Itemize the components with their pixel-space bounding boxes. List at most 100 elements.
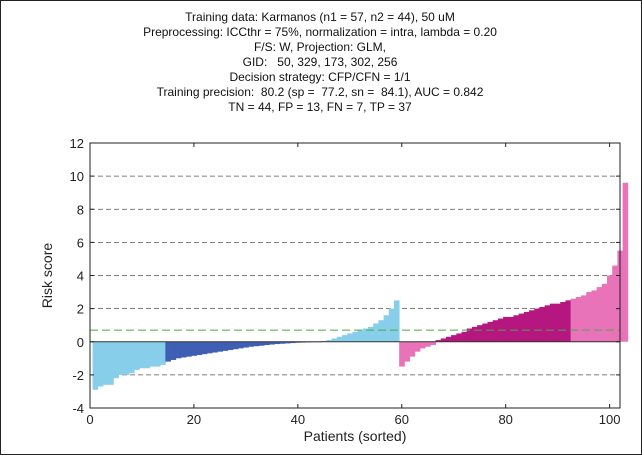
bar xyxy=(586,292,592,342)
x-tick-label: 40 xyxy=(291,412,305,427)
axis-ticks: -4 -2 0 2 4 6 8 10 12 0 20 40 60 80 100 xyxy=(70,136,621,427)
bar xyxy=(92,341,99,390)
bar xyxy=(149,341,156,367)
bar xyxy=(461,331,468,342)
bar xyxy=(560,302,566,342)
bar xyxy=(253,341,260,347)
y-tick-label: -4 xyxy=(72,401,84,416)
bar xyxy=(279,341,286,344)
bar xyxy=(409,341,416,357)
bar xyxy=(165,341,171,362)
chart-title-block: Training data: Karmanos (n1 = 57, n2 = 4… xyxy=(0,10,640,115)
bar xyxy=(482,323,488,342)
bar xyxy=(466,328,473,342)
bar xyxy=(591,290,598,342)
bar xyxy=(362,328,369,342)
grid-lines xyxy=(90,175,620,376)
reference-lines xyxy=(90,329,620,343)
bar xyxy=(445,336,452,342)
bar xyxy=(508,316,514,342)
bar xyxy=(139,341,145,369)
y-tick-label: 4 xyxy=(77,269,84,284)
x-axis-label: Patients (sorted) xyxy=(304,428,407,444)
bar xyxy=(232,341,239,350)
bar xyxy=(456,333,462,342)
bar xyxy=(419,341,426,349)
bar xyxy=(399,341,405,367)
bar xyxy=(113,341,119,379)
y-tick-label: 2 xyxy=(77,302,84,317)
bar xyxy=(269,341,275,345)
bar xyxy=(477,325,483,342)
bar xyxy=(581,295,587,342)
bar xyxy=(134,341,140,370)
y-tick-label: 6 xyxy=(77,235,84,250)
bar xyxy=(238,341,244,349)
bar xyxy=(378,320,384,342)
bar xyxy=(357,330,364,342)
bar xyxy=(102,341,109,385)
bar xyxy=(487,321,494,342)
bar xyxy=(170,341,177,360)
bar xyxy=(555,303,561,342)
bar xyxy=(290,341,296,344)
bar xyxy=(367,326,374,342)
y-tick-label: 8 xyxy=(77,202,84,217)
bar xyxy=(175,341,182,359)
bar xyxy=(352,331,358,342)
bar xyxy=(549,303,556,342)
bar xyxy=(222,341,229,351)
bar xyxy=(227,341,234,351)
bar xyxy=(601,283,608,342)
y-tick-label: 12 xyxy=(70,136,84,151)
bar xyxy=(160,341,166,365)
bar xyxy=(336,336,343,342)
bar xyxy=(383,315,390,342)
bar xyxy=(575,297,582,342)
bar xyxy=(440,338,447,342)
bar xyxy=(513,315,520,342)
bar xyxy=(284,341,291,344)
bar xyxy=(347,333,353,342)
bar xyxy=(430,341,436,346)
bar xyxy=(217,341,223,352)
bar xyxy=(154,341,161,367)
bar xyxy=(529,310,535,342)
y-tick-label: 0 xyxy=(77,335,84,350)
bar xyxy=(144,341,151,369)
x-tick-label: 0 xyxy=(86,412,93,427)
bar xyxy=(492,320,499,342)
bar xyxy=(128,341,135,374)
bar xyxy=(201,341,208,355)
title-line-decision-strategy: Decision strategy: CFP/CFN = 1/1 xyxy=(229,70,411,84)
bar xyxy=(243,341,249,348)
y-tick-label: 10 xyxy=(70,169,84,184)
bar xyxy=(264,341,270,346)
bar xyxy=(451,335,457,342)
bar xyxy=(607,275,613,342)
bar xyxy=(97,341,104,387)
bar xyxy=(596,287,603,342)
bar xyxy=(326,340,333,342)
bar xyxy=(518,313,525,342)
bar xyxy=(373,323,379,342)
title-line-confusion-counts: TN = 44, FP = 13, FN = 7, TP = 37 xyxy=(228,100,412,114)
bar xyxy=(565,300,572,342)
y-tick-label: -2 xyxy=(72,368,84,383)
bar xyxy=(570,298,577,342)
bar xyxy=(414,341,421,352)
bar xyxy=(393,300,400,342)
bar xyxy=(331,338,338,342)
title-line-gid: GID: 50, 329, 173, 302, 256 xyxy=(242,55,398,69)
title-line-training-data: Training data: Karmanos (n1 = 57, n2 = 4… xyxy=(185,10,455,24)
title-line-preprocessing: Preprocessing: ICCthr = 75%, normalizati… xyxy=(143,25,497,39)
bar xyxy=(425,341,431,347)
bar xyxy=(118,341,125,375)
y-axis-label: Risk score xyxy=(39,243,55,309)
x-tick-label: 80 xyxy=(498,412,512,427)
bar xyxy=(503,316,509,342)
bar xyxy=(342,335,348,342)
bar xyxy=(108,341,114,385)
bar xyxy=(404,341,410,362)
